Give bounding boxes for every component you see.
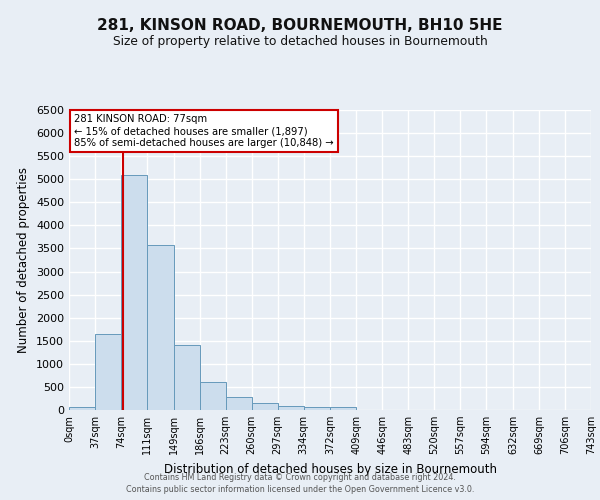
Text: 281, KINSON ROAD, BOURNEMOUTH, BH10 5HE: 281, KINSON ROAD, BOURNEMOUTH, BH10 5HE (97, 18, 503, 32)
Bar (95, 334, 121, 410)
Y-axis label: Number of detached properties: Number of detached properties (17, 167, 31, 353)
Bar (173, 346, 200, 410)
Bar (331, 407, 356, 410)
Bar (69, 406, 95, 410)
Bar (226, 397, 251, 410)
X-axis label: Distribution of detached houses by size in Bournemouth: Distribution of detached houses by size … (163, 462, 497, 475)
Text: 281 KINSON ROAD: 77sqm
← 15% of detached houses are smaller (1,897)
85% of semi-: 281 KINSON ROAD: 77sqm ← 15% of detached… (74, 114, 334, 148)
Bar (121, 174, 147, 410)
Bar (251, 404, 278, 410)
Bar (278, 406, 304, 410)
Bar (147, 245, 173, 410)
Bar (200, 382, 226, 410)
Bar (304, 407, 331, 410)
Text: Contains HM Land Registry data © Crown copyright and database right 2024.
Contai: Contains HM Land Registry data © Crown c… (126, 472, 474, 494)
Text: Size of property relative to detached houses in Bournemouth: Size of property relative to detached ho… (113, 35, 487, 48)
